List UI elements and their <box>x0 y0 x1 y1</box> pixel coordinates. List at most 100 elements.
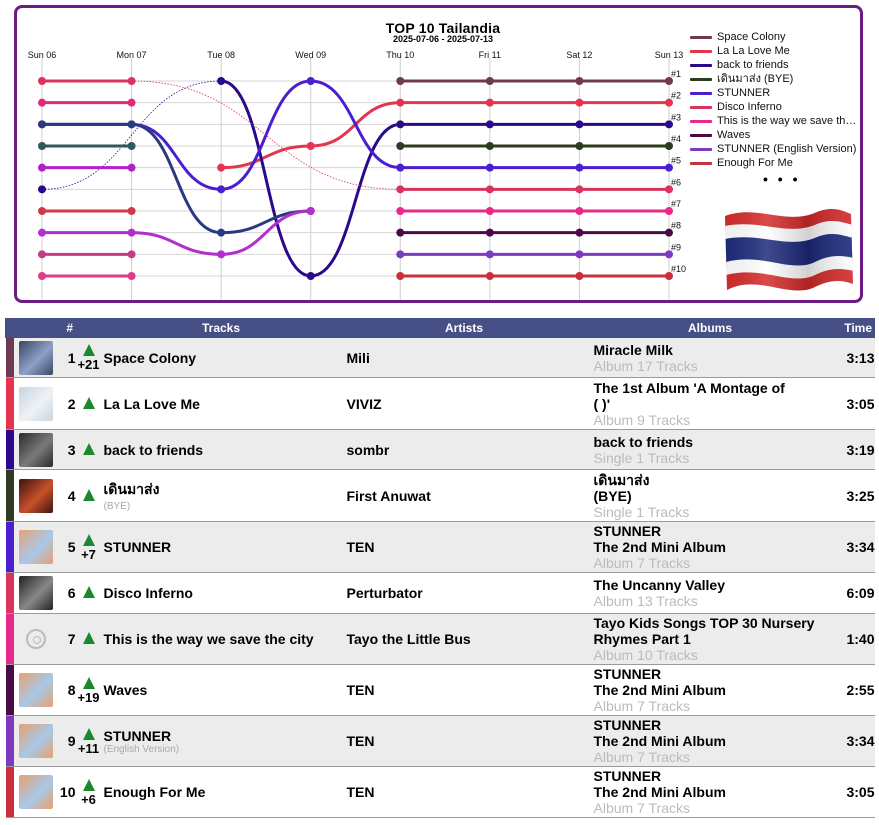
track-title[interactable]: La La Love Me <box>103 395 200 412</box>
series-point[interactable] <box>575 163 584 172</box>
series-point[interactable] <box>396 163 405 172</box>
table-row[interactable]: 7 This is the way we save the city Tayo th… <box>5 613 875 665</box>
artist-name[interactable]: TEN <box>346 539 375 555</box>
artist-name[interactable]: VIVIZ <box>346 395 382 412</box>
artist-name[interactable]: Perturbator <box>346 585 423 601</box>
series-point[interactable] <box>127 163 136 172</box>
legend-item[interactable]: back to friends <box>690 58 860 72</box>
series-point[interactable] <box>38 250 46 259</box>
table-row[interactable]: 6 Disco Inferno Perturbator The Uncanny Val… <box>5 572 875 614</box>
album-cover-image[interactable] <box>18 724 53 758</box>
time-header[interactable]: Time <box>826 318 875 338</box>
table-row[interactable]: 8 +19 Waves TEN STUNNER The 2nd Mini Album Alb… <box>5 664 875 716</box>
legend-item[interactable]: This is the way we save the city <box>690 114 860 128</box>
series-point[interactable] <box>665 77 673 85</box>
albums-header[interactable]: Albums <box>593 318 827 338</box>
album-cover-image[interactable] <box>18 340 53 375</box>
series-point[interactable] <box>306 272 315 280</box>
series-point[interactable] <box>665 142 673 150</box>
artist-name[interactable]: TEN <box>346 682 375 698</box>
album-cover-image[interactable] <box>18 775 53 809</box>
series-point[interactable] <box>485 142 494 150</box>
series-point[interactable] <box>665 250 673 259</box>
track-title[interactable]: STUNNER <box>103 539 172 555</box>
album-cover-image[interactable] <box>18 673 53 707</box>
legend-item[interactable]: Enough For Me <box>690 156 860 170</box>
series-point[interactable] <box>575 98 584 107</box>
artists-header[interactable]: Artists <box>346 318 594 338</box>
series-point[interactable] <box>485 250 494 259</box>
album-name[interactable]: STUNNER <box>593 717 662 733</box>
series-point[interactable] <box>217 228 226 237</box>
series-point[interactable] <box>306 142 315 150</box>
series-point[interactable] <box>485 228 494 237</box>
album-name[interactable]: back to friends <box>593 433 694 450</box>
series-point[interactable] <box>217 163 226 172</box>
series-point[interactable] <box>217 250 226 259</box>
legend-item[interactable]: STUNNER (English Version) <box>690 142 860 156</box>
series-point[interactable] <box>127 207 136 215</box>
series-point[interactable] <box>396 77 405 85</box>
series-point[interactable] <box>396 228 405 237</box>
series-point[interactable] <box>38 142 46 150</box>
series-point[interactable] <box>665 120 673 129</box>
series-point[interactable] <box>485 185 494 194</box>
series-point[interactable] <box>396 250 405 259</box>
series-point[interactable] <box>306 77 315 85</box>
album-cover-image[interactable] <box>18 576 53 610</box>
track-title[interactable]: Waves <box>103 682 148 698</box>
track-title[interactable]: Disco Inferno <box>103 585 193 601</box>
series-point[interactable] <box>127 120 136 129</box>
legend-item[interactable]: Space Colony <box>690 30 860 44</box>
series-point[interactable] <box>127 142 136 150</box>
track-title[interactable]: Enough For Me <box>103 784 206 800</box>
album-name[interactable]: Miracle Milk <box>593 341 673 358</box>
track-title[interactable]: เดินมาส่ง <box>103 481 160 497</box>
series-point[interactable] <box>38 163 46 172</box>
series-point[interactable] <box>485 207 494 215</box>
series-point[interactable] <box>127 98 136 107</box>
table-row[interactable]: 5 +7 STUNNER TEN STUNNER The 2nd Mini Album Al… <box>5 521 875 573</box>
album-name[interactable]: STUNNER <box>593 666 662 682</box>
artist-name[interactable]: TEN <box>346 784 375 800</box>
album-name[interactable]: Tayo Kids Songs TOP 30 Nursery <box>593 615 815 631</box>
series-point[interactable] <box>575 272 584 280</box>
legend-item[interactable]: เดินมาส่ง (BYE) <box>690 72 860 86</box>
rank-header[interactable]: # <box>13 318 76 338</box>
table-row[interactable]: 10 +6 Enough For Me TEN STUNNER The 2nd Mini … <box>5 766 875 818</box>
series-point[interactable] <box>396 185 405 194</box>
album-name[interactable]: The Uncanny Valley <box>593 577 726 593</box>
tracks-header[interactable]: Tracks <box>101 318 347 338</box>
series-point[interactable] <box>38 272 46 280</box>
album-cover-image[interactable] <box>18 530 53 564</box>
artist-name[interactable]: TEN <box>346 733 375 749</box>
series-point[interactable] <box>665 272 673 280</box>
artist-name[interactable]: Tayo the Little Bus <box>346 631 471 647</box>
legend-item[interactable]: Waves <box>690 128 860 142</box>
series-point[interactable] <box>665 207 673 215</box>
series-point[interactable] <box>575 207 584 215</box>
track-title[interactable]: STUNNER <box>103 727 172 744</box>
table-row[interactable]: 9 +11 STUNNER (English Version) TEN STUNNER Th… <box>5 715 875 767</box>
track-title[interactable]: back to friends <box>103 441 204 458</box>
series-point[interactable] <box>665 228 673 237</box>
series-point[interactable] <box>38 98 46 107</box>
album-name[interactable]: เดินมาส่ง <box>593 471 650 488</box>
artist-name[interactable]: sombr <box>346 441 390 458</box>
artist-name[interactable]: First Anuwat <box>346 487 431 504</box>
series-point[interactable] <box>575 142 584 150</box>
album-name[interactable]: STUNNER <box>593 523 662 539</box>
album-name[interactable]: The 1st Album 'A Montage of <box>593 379 785 396</box>
table-row[interactable]: 2 La La Love Me VIVIZ The 1st Album 'A Mont… <box>5 377 875 430</box>
album-cover-image[interactable] <box>18 432 53 467</box>
series-point[interactable] <box>38 207 46 215</box>
series-point[interactable] <box>485 272 494 280</box>
series-point[interactable] <box>396 98 405 107</box>
series-point[interactable] <box>38 228 46 237</box>
album-cover-image[interactable] <box>18 386 53 421</box>
legend-item[interactable]: STUNNER <box>690 86 860 100</box>
table-row[interactable]: 1 +21 Space Colony Mili Miracle Milk Album 17… <box>5 337 875 378</box>
table-row[interactable]: 3 back to friends sombr back to friends Sing… <box>5 429 875 470</box>
series-point[interactable] <box>665 185 673 194</box>
series-point[interactable] <box>127 77 136 85</box>
